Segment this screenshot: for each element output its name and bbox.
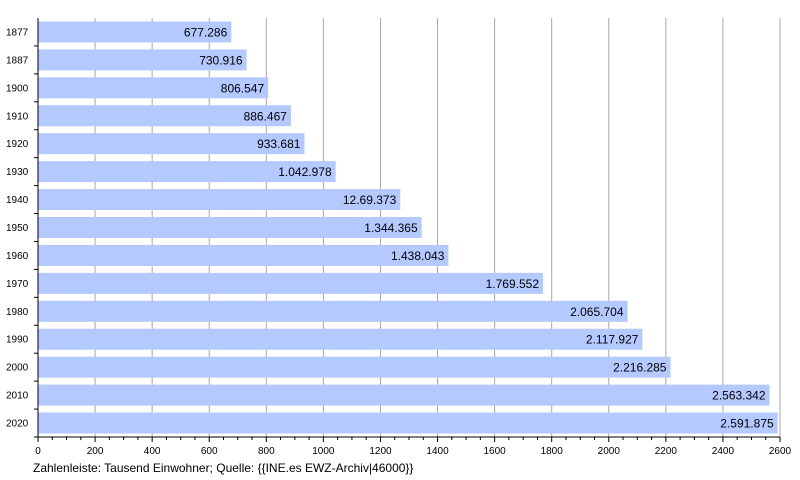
category-label-1940: 1940: [6, 195, 29, 206]
category-label-1970: 1970: [6, 279, 29, 290]
bar-2020: [38, 412, 778, 434]
x-tick-label: 1800: [541, 446, 564, 457]
category-label-1910: 1910: [6, 111, 29, 122]
bar-1930: [38, 161, 336, 183]
x-tick-label: 1600: [483, 446, 506, 457]
x-tick-label: 2000: [598, 446, 621, 457]
category-label-1920: 1920: [6, 139, 29, 150]
x-tick-label: 800: [258, 446, 275, 457]
category-label-1980: 1980: [6, 307, 29, 318]
x-tick-label: 400: [144, 446, 161, 457]
x-tick-label: 2600: [769, 446, 792, 457]
x-tick-label: 2200: [655, 446, 678, 457]
value-label-1910: 886.467: [244, 109, 288, 123]
x-tick-label: 1000: [312, 446, 335, 457]
bar-1940: [38, 189, 401, 211]
value-label-1960: 1.438.043: [391, 249, 445, 263]
value-label-1990: 2.117.927: [586, 333, 639, 347]
axes: 0 200 400 600 800 1000 1200 1400 1600 1800 2000 220…: [6, 18, 792, 457]
bars: [38, 21, 778, 434]
value-label-1980: 2.065.704: [570, 305, 624, 319]
bar-1920: [38, 133, 305, 155]
value-label-1887: 730.916: [199, 53, 243, 67]
x-tick-label: 200: [87, 446, 104, 457]
value-label-1970: 1.769.552: [486, 277, 540, 291]
bar-2000: [38, 356, 671, 378]
category-label-1960: 1960: [6, 251, 29, 262]
x-tick-label: 1200: [369, 446, 392, 457]
bar-1950: [38, 217, 422, 238]
bar-1970: [38, 272, 544, 294]
bar-2010: [38, 384, 770, 406]
value-label-1900: 806.547: [221, 81, 265, 95]
value-label-1920: 933.681: [257, 137, 301, 151]
footer-note: Zahlenleiste: Tausend Einwohner; Quelle:…: [33, 461, 414, 475]
category-label-2000: 2000: [6, 363, 29, 374]
category-label-1930: 1930: [6, 167, 29, 178]
bar-1900: [38, 77, 269, 99]
bar-1980: [38, 300, 628, 322]
bar-1877: [38, 21, 232, 43]
category-label-1900: 1900: [6, 83, 29, 94]
population-bar-chart: 677.286 730.916 806.547 886.467 933.681 1.042…: [6, 18, 792, 457]
category-label-2020: 2020: [6, 419, 29, 430]
x-tick-label: 1400: [426, 446, 449, 457]
category-label-1877: 1877: [6, 27, 29, 38]
bar-1990: [38, 328, 643, 350]
value-label-1877: 677.286: [184, 25, 228, 39]
bar-1887: [38, 49, 247, 71]
category-label-1887: 1887: [6, 55, 29, 66]
value-label-1950: 1.344.365: [364, 221, 418, 235]
x-tick-label: 0: [35, 446, 41, 457]
x-tick-label: 600: [201, 446, 218, 457]
category-label-2010: 2010: [6, 391, 29, 402]
value-label-1930: 1.042.978: [278, 165, 332, 179]
value-labels: 677.286 730.916 806.547 886.467 933.681 1.042…: [184, 25, 774, 430]
category-label-1950: 1950: [6, 223, 29, 234]
x-tick-label: 2400: [712, 446, 735, 457]
value-label-1940: 12.69.373: [343, 193, 397, 207]
bar-1910: [38, 105, 291, 127]
value-label-2020: 2.591.875: [720, 417, 774, 431]
value-label-2000: 2.216.285: [613, 361, 667, 375]
bar-1960: [38, 244, 449, 266]
value-label-2010: 2.563.342: [712, 389, 766, 403]
category-label-1990: 1990: [6, 335, 29, 346]
